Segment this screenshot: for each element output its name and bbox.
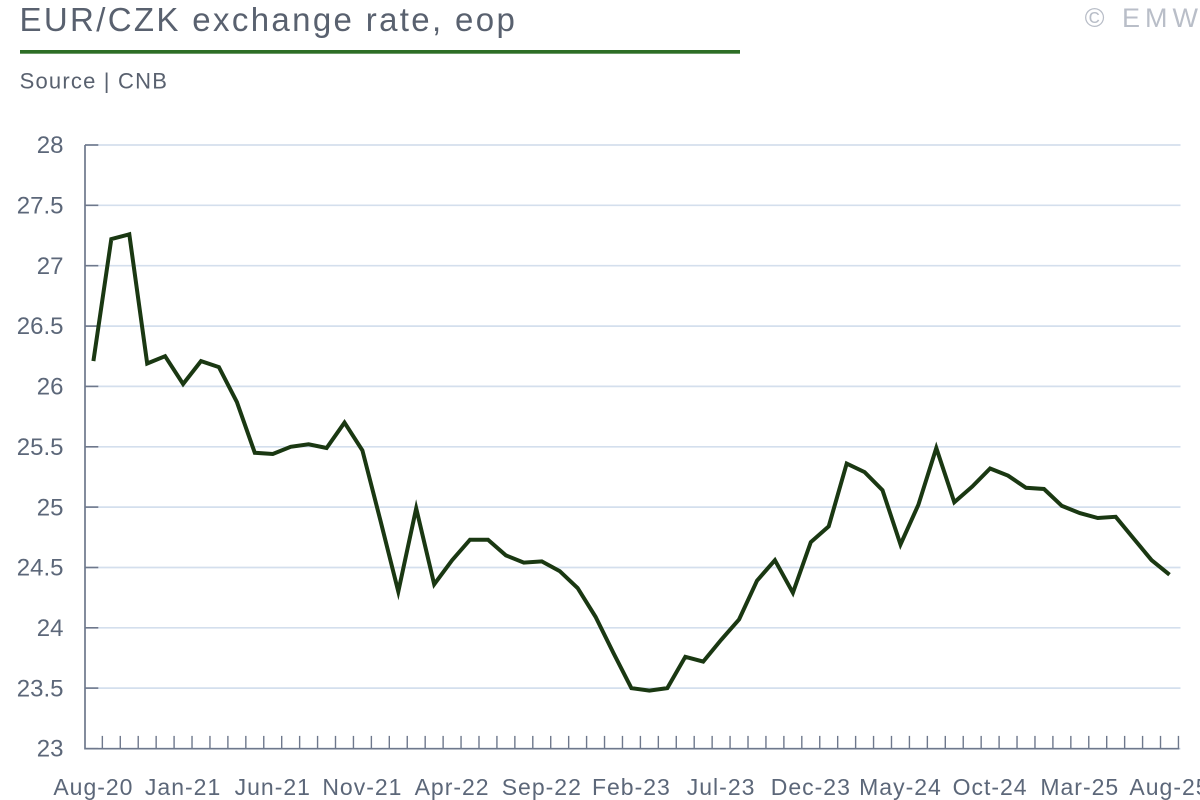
svg-text:27.5: 27.5 [17,193,64,220]
svg-text:24: 24 [37,615,64,642]
svg-text:Jan-21: Jan-21 [145,774,221,800]
svg-text:Oct-24: Oct-24 [953,774,1028,800]
svg-text:Mar-25: Mar-25 [1040,774,1119,800]
svg-text:26: 26 [37,374,64,401]
svg-text:24.5: 24.5 [17,555,64,582]
svg-text:27: 27 [37,253,64,280]
svg-text:Apr-22: Apr-22 [415,774,490,800]
svg-text:Feb-23: Feb-23 [592,774,671,800]
svg-text:© EMW: © EMW [1085,3,1200,33]
svg-text:Jul-23: Jul-23 [687,774,756,800]
svg-text:28: 28 [37,132,64,159]
svg-text:23.5: 23.5 [17,675,64,702]
svg-text:Source | CNB: Source | CNB [20,69,169,94]
svg-text:Nov-21: Nov-21 [322,774,402,800]
svg-text:EUR/CZK exchange rate, eop: EUR/CZK exchange rate, eop [20,1,518,38]
svg-text:26.5: 26.5 [17,313,64,340]
svg-text:May-24: May-24 [859,774,942,800]
svg-text:Jun-21: Jun-21 [235,774,311,800]
svg-text:23: 23 [37,736,64,763]
svg-text:Aug-25: Aug-25 [1129,774,1200,800]
svg-text:25: 25 [37,494,64,521]
svg-text:25.5: 25.5 [17,434,64,461]
svg-text:Dec-23: Dec-23 [771,774,851,800]
svg-text:Aug-20: Aug-20 [53,774,133,800]
svg-text:Sep-22: Sep-22 [502,774,582,800]
